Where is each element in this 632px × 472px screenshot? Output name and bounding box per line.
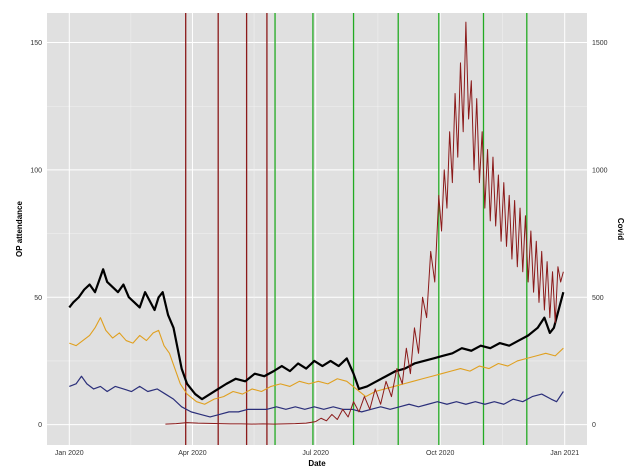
plot-background — [47, 13, 587, 445]
y2-tick-label: 1500 — [592, 40, 608, 47]
x-tick-label: Jan 2021 — [550, 450, 579, 457]
y2-tick-label: 500 — [592, 295, 604, 302]
series-line — [69, 317, 564, 405]
series-line — [69, 375, 564, 418]
x-tick-label: Oct 2020 — [426, 450, 455, 457]
y-tick-label: 0 — [38, 422, 42, 429]
y2-axis-title: Covid — [616, 218, 625, 240]
series-layer — [68, 21, 565, 425]
x-tick-label: Jul 2020 — [302, 450, 329, 457]
y2-tick-label: 1000 — [592, 167, 608, 174]
series-line — [165, 21, 564, 425]
x-axis-title: Date — [308, 459, 326, 467]
y-tick-label: 50 — [34, 295, 42, 302]
y-tick-label: 150 — [30, 40, 42, 47]
x-tick-label: Apr 2020 — [178, 450, 207, 457]
y-axis-title: OP attendance — [15, 201, 24, 257]
event-lines — [185, 13, 528, 445]
x-tick-label: Jan 2020 — [55, 450, 84, 457]
y2-tick-label: 0 — [592, 422, 596, 429]
series-line — [68, 268, 565, 401]
y-tick-label: 100 — [30, 167, 42, 174]
